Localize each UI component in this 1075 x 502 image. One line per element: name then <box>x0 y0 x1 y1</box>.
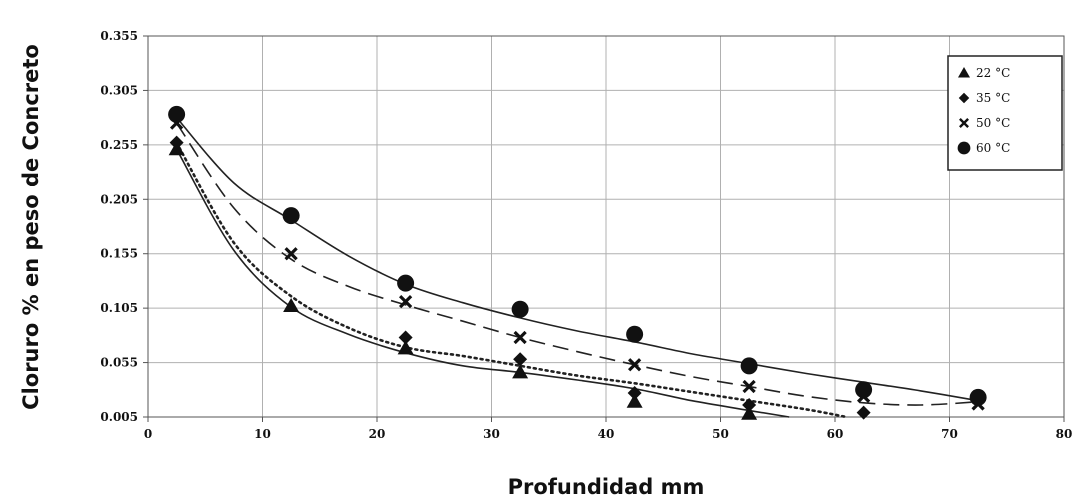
data-point-x <box>284 247 298 261</box>
x-axis-title: Profundidad mm <box>508 475 705 499</box>
y-tick-label: 0.055 <box>100 356 138 370</box>
data-point-circle <box>511 300 529 318</box>
data-point-triangle <box>397 340 414 355</box>
data-point-circle <box>969 388 987 406</box>
legend-marker-x <box>959 118 969 128</box>
y-tick-label: 0.205 <box>100 192 138 206</box>
x-tick-label: 30 <box>483 427 500 441</box>
legend-label: 35 °C <box>976 91 1010 105</box>
data-point-circle <box>397 274 415 292</box>
data-point-triangle <box>626 393 643 408</box>
legend-marker-diamond <box>958 92 970 104</box>
x-tick-labels: 0 10 20 30 40 50 60 70 80 <box>144 427 1073 441</box>
data-point-diamond <box>398 330 413 345</box>
trend-curves <box>175 117 979 419</box>
x-tick-label: 40 <box>598 427 615 441</box>
trend-curve-triangle <box>175 148 790 418</box>
data-point-x <box>742 379 756 394</box>
data-markers <box>168 105 987 420</box>
data-point-circle <box>168 105 186 123</box>
x-tick-label: 0 <box>144 427 152 441</box>
data-point-diamond <box>627 386 642 401</box>
y-tick-label: 0.255 <box>100 138 138 152</box>
plot-frame <box>147 35 1065 418</box>
data-point-x <box>513 330 527 345</box>
data-point-diamond <box>742 398 757 413</box>
y-tick-label: 0.155 <box>100 247 138 261</box>
data-point-triangle <box>283 297 300 312</box>
y-tick-label: 0.355 <box>100 29 138 43</box>
y-tick-label: 0.105 <box>100 301 138 315</box>
legend: 22 °C 35 °C 50 °C 60 °C <box>947 55 1063 171</box>
trend-curve-circle <box>175 117 979 402</box>
data-point-x <box>627 358 642 372</box>
data-point-triangle <box>512 364 529 379</box>
data-point-circle <box>740 357 758 375</box>
data-point-diamond <box>856 405 871 420</box>
y-tick-labels: 0.005 0.055 0.105 0.155 0.205 0.255 0.305 0.355 <box>100 29 138 424</box>
data-point-triangle <box>741 405 758 420</box>
x-tick-label: 70 <box>941 427 958 441</box>
x-tick-label: 60 <box>827 427 844 441</box>
trend-curve-diamond <box>175 141 848 419</box>
legend-label: 50 °C <box>976 116 1010 130</box>
trend-curve-x <box>175 122 979 406</box>
x-tick-label: 80 <box>1056 427 1073 441</box>
x-tick-label: 50 <box>712 427 729 441</box>
x-tick-label: 10 <box>254 427 271 441</box>
y-tick-label: 0.005 <box>100 410 138 424</box>
data-point-circle <box>855 381 873 399</box>
y-axis-title: Cloruro % en peso de Concreto <box>19 44 43 410</box>
legend-marker-triangle <box>958 67 970 78</box>
x-tick-label: 20 <box>369 427 386 441</box>
data-point-x <box>398 294 413 309</box>
y-tick-label: 0.305 <box>100 83 138 97</box>
data-point-diamond <box>513 352 528 367</box>
grid-lines <box>143 35 1065 422</box>
legend-label: 22 °C <box>976 66 1010 80</box>
data-point-diamond <box>169 135 184 150</box>
legend-items: 22 °C 35 °C 50 °C 60 °C <box>957 66 1010 155</box>
data-point-circle <box>282 207 300 225</box>
data-point-circle <box>626 325 644 343</box>
legend-label: 60 °C <box>976 141 1010 155</box>
legend-marker-circle <box>957 141 971 155</box>
